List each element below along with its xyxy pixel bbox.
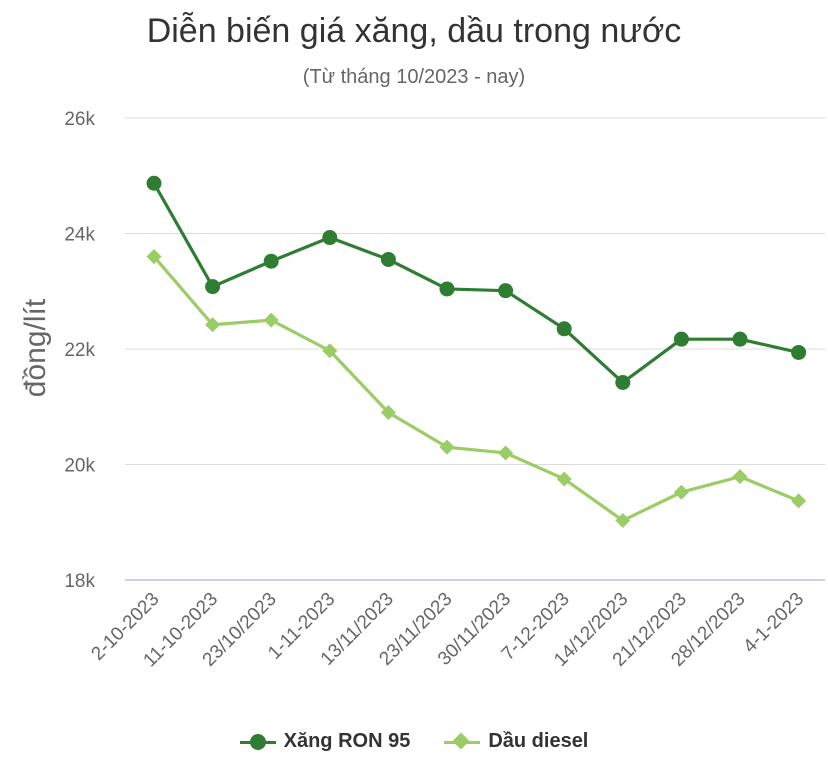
y-tick-label: 26k bbox=[64, 109, 95, 130]
x-tick-label: 4-1-2023 bbox=[740, 589, 809, 658]
chart-title: Diễn biến giá xăng, dầu trong nước bbox=[146, 12, 682, 50]
data-point bbox=[205, 317, 221, 333]
data-point bbox=[263, 312, 279, 328]
diamond-marker-icon bbox=[444, 732, 481, 750]
data-point bbox=[146, 249, 162, 265]
series-0 bbox=[146, 175, 807, 390]
data-point bbox=[615, 513, 631, 529]
data-point bbox=[498, 445, 514, 461]
data-point bbox=[732, 469, 748, 485]
data-point bbox=[673, 331, 689, 347]
line-chart: 18k 20k 22k 24k 26k 2-10-202311-10-202323/10… bbox=[19, 109, 825, 672]
data-point bbox=[263, 253, 279, 269]
legend-label: Xăng RON 95 bbox=[283, 730, 411, 752]
y-axis-label: đồng/lít bbox=[19, 298, 52, 397]
data-point bbox=[439, 281, 455, 297]
data-point bbox=[556, 321, 572, 337]
data-point bbox=[146, 175, 162, 191]
series-lines bbox=[146, 175, 807, 529]
data-point bbox=[498, 283, 514, 299]
grid-lines bbox=[125, 117, 825, 581]
data-point bbox=[205, 279, 221, 295]
y-tick-label: 22k bbox=[64, 340, 95, 361]
series-1 bbox=[146, 249, 807, 529]
data-point bbox=[322, 230, 338, 246]
y-axis-ticks: 18k 20k 22k 24k 26k bbox=[64, 109, 95, 592]
data-point bbox=[791, 493, 807, 509]
circle-marker-icon bbox=[239, 733, 276, 750]
data-point bbox=[439, 439, 455, 455]
y-tick-label: 20k bbox=[64, 456, 95, 477]
data-point bbox=[615, 374, 631, 390]
legend: Xăng RON 95 Dầu diesel bbox=[0, 730, 828, 753]
series-line bbox=[152, 182, 799, 385]
data-point bbox=[380, 251, 396, 267]
legend-label: Dầu diesel bbox=[488, 730, 589, 752]
data-point bbox=[791, 344, 807, 360]
y-tick-label: 18k bbox=[64, 571, 95, 592]
data-point bbox=[322, 343, 338, 359]
data-point bbox=[673, 484, 689, 500]
y-tick-label: 24k bbox=[64, 225, 95, 246]
x-axis-ticks: 2-10-202311-10-202323/10/20231-11-202313… bbox=[87, 589, 808, 672]
data-point bbox=[732, 331, 748, 347]
data-point bbox=[380, 405, 396, 421]
legend-item-diesel[interactable]: Dầu diesel bbox=[444, 730, 588, 753]
chart-subtitle: (Từ tháng 10/2023 - nay) bbox=[302, 66, 526, 88]
series-line bbox=[152, 255, 800, 523]
data-point bbox=[556, 471, 572, 487]
legend-item-ron95[interactable]: Xăng RON 95 bbox=[239, 730, 411, 753]
